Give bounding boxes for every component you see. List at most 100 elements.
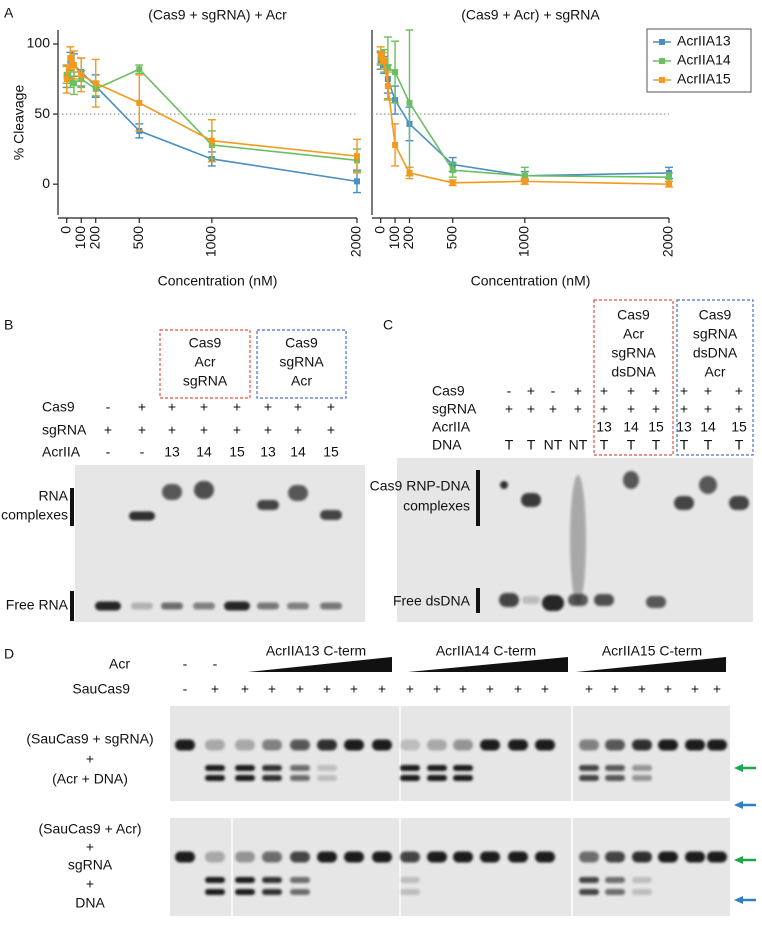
gel-band [632, 889, 652, 895]
gel-band [579, 775, 599, 781]
gel-band [320, 510, 342, 520]
lane-label: + [233, 399, 241, 415]
gel-band [194, 481, 214, 499]
gel-band [161, 602, 183, 610]
gel-band [499, 593, 519, 607]
gel-band [685, 739, 705, 751]
gel-band [674, 496, 694, 510]
gel-band [605, 851, 625, 863]
gel-band [658, 851, 678, 863]
condition-label: + [86, 751, 94, 767]
lane-label: T [527, 437, 536, 453]
gel-band [605, 877, 625, 883]
lane-label: + [264, 399, 272, 415]
lane-label: + [735, 401, 743, 417]
lane-label: 15 [648, 419, 664, 435]
gel-band [542, 595, 564, 611]
x-tick-label: 2000 [348, 226, 364, 257]
gel-band [262, 851, 282, 863]
x-tick-label: 2000 [660, 226, 676, 257]
gel-band [400, 775, 420, 781]
box-label: sgRNA [279, 354, 324, 370]
data-point [377, 52, 384, 59]
gel-band [235, 775, 255, 781]
lane-label: + [406, 681, 414, 697]
gel-band [193, 602, 215, 610]
lane-label: + [514, 681, 522, 697]
box-label: dsDNA [693, 345, 738, 361]
gel-band [205, 877, 225, 883]
chart-title: (Cas9 + sgRNA) + Acr [148, 7, 287, 23]
panel-letter: C [383, 317, 393, 333]
gel-image [170, 818, 730, 916]
row-label: Acr [109, 656, 130, 672]
gel-band [508, 851, 528, 863]
data-point [449, 167, 456, 174]
gel-band [262, 765, 282, 771]
gel-band [235, 877, 255, 883]
lane-label: 13 [596, 419, 612, 435]
lane-label: + [611, 681, 619, 697]
data-point [521, 172, 528, 179]
lane-label: NT [544, 437, 563, 453]
lane-label: + [294, 422, 302, 438]
gel-band [400, 851, 420, 863]
lane-label: - [140, 444, 145, 460]
data-point [406, 169, 413, 176]
gel-band [95, 601, 121, 611]
row-label: SauCas9 [72, 681, 130, 697]
gel-band [320, 602, 342, 610]
lane-label: + [638, 681, 646, 697]
gel-band [257, 602, 279, 610]
gel-band [605, 889, 625, 895]
lane-label: + [241, 681, 249, 697]
lane-label: 14 [196, 444, 212, 460]
lane-label: T [735, 437, 744, 453]
lane-label: T [680, 437, 689, 453]
lane-label: - [106, 444, 111, 460]
x-tick-label: 1000 [516, 226, 532, 257]
lane-label: 14 [700, 419, 716, 435]
y-tick-label: 50 [34, 105, 50, 121]
gel-band [632, 877, 652, 883]
lane-label: + [652, 401, 660, 417]
row-label: sgRNA [432, 401, 477, 417]
x-tick-label: 0 [371, 226, 387, 234]
lane-label: + [327, 399, 335, 415]
lane-label: + [527, 383, 535, 399]
gel-band [707, 739, 727, 751]
gel-band [205, 775, 225, 781]
condition-label: (SauCas9 + Acr) [38, 821, 141, 837]
lane-label: + [505, 401, 513, 417]
gel-band [579, 877, 599, 883]
gel-band [632, 739, 652, 751]
gel-band [400, 739, 420, 751]
gel-band [579, 851, 599, 863]
lane-label: + [296, 681, 304, 697]
series-line [380, 60, 670, 177]
lane-label: NT [569, 437, 588, 453]
gel-band [290, 877, 310, 883]
gel-image [170, 706, 730, 801]
lane-label: + [168, 399, 176, 415]
condition-label: sgRNA [68, 857, 113, 873]
lane-label: + [664, 681, 672, 697]
lane-label: + [713, 681, 721, 697]
lane-label: + [378, 681, 386, 697]
x-tick-label: 500 [130, 226, 146, 250]
condition-label: + [86, 839, 94, 855]
gel-band [522, 596, 540, 604]
gel-band [427, 739, 447, 751]
lane-label: 15 [229, 444, 245, 460]
x-tick-label: 1000 [203, 226, 219, 257]
gel-band [262, 775, 282, 781]
lane-label: 15 [323, 444, 339, 460]
gel-band [685, 851, 705, 863]
data-point [384, 83, 391, 90]
lane-label: + [233, 422, 241, 438]
data-point [70, 62, 77, 69]
box-label: Acr [291, 373, 312, 389]
gel-band [235, 739, 255, 751]
data-point [136, 66, 143, 73]
